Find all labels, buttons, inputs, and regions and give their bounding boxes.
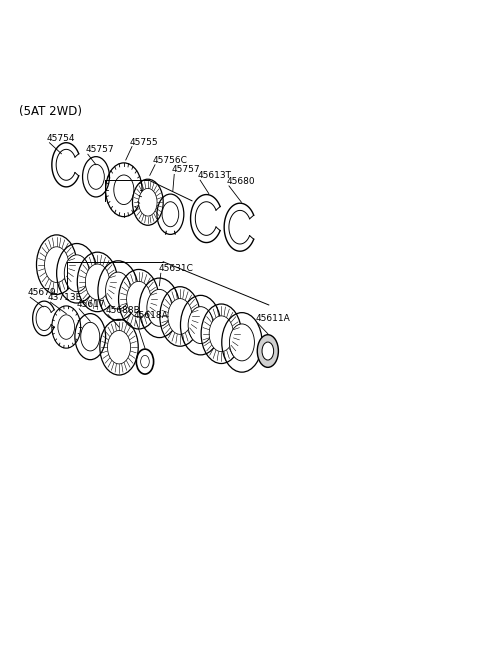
Ellipse shape <box>188 306 213 344</box>
Text: (5AT 2WD): (5AT 2WD) <box>19 105 82 118</box>
Ellipse shape <box>141 356 149 368</box>
Text: 45617: 45617 <box>77 300 106 309</box>
Ellipse shape <box>85 264 109 300</box>
Ellipse shape <box>162 202 179 227</box>
Ellipse shape <box>106 272 131 309</box>
Text: 45754: 45754 <box>47 134 75 143</box>
Ellipse shape <box>108 331 131 364</box>
Text: 45613T: 45613T <box>198 171 232 180</box>
Text: 45755: 45755 <box>130 138 158 146</box>
Ellipse shape <box>147 289 172 326</box>
Ellipse shape <box>229 324 254 361</box>
Ellipse shape <box>168 298 192 335</box>
Text: 45757: 45757 <box>172 165 201 174</box>
Text: 45679: 45679 <box>28 288 57 297</box>
Text: 43713E: 43713E <box>48 293 82 302</box>
Ellipse shape <box>64 255 89 292</box>
Text: 45757: 45757 <box>85 145 114 154</box>
Text: 45680: 45680 <box>227 177 255 186</box>
Ellipse shape <box>209 316 233 352</box>
Text: 45688B: 45688B <box>106 306 140 315</box>
Ellipse shape <box>257 335 278 367</box>
Text: 45611A: 45611A <box>255 314 290 323</box>
Ellipse shape <box>114 175 134 205</box>
Ellipse shape <box>45 247 69 283</box>
Ellipse shape <box>81 322 100 351</box>
Ellipse shape <box>58 315 74 339</box>
Text: 45618A: 45618A <box>133 312 168 320</box>
Ellipse shape <box>262 342 274 360</box>
Text: 45756C: 45756C <box>153 156 188 165</box>
Ellipse shape <box>127 281 151 317</box>
Ellipse shape <box>139 188 157 216</box>
Ellipse shape <box>88 164 104 190</box>
Text: 45631C: 45631C <box>158 264 193 274</box>
